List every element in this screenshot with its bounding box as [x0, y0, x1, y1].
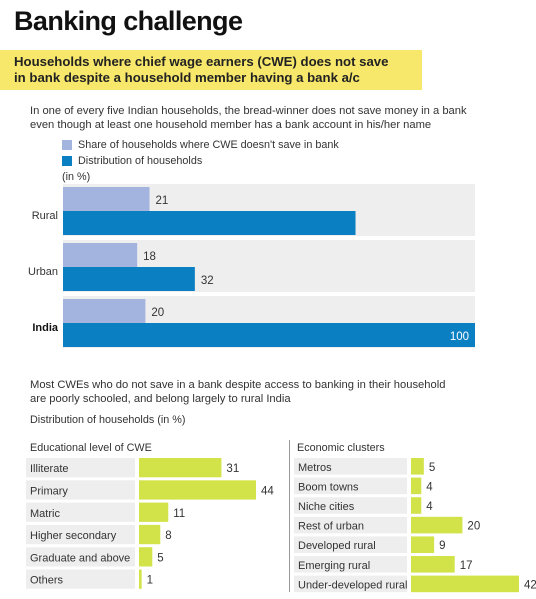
- intro-line-2: even though at least one household membe…: [30, 119, 432, 131]
- category-band: [294, 497, 407, 514]
- education-chart-title: Educational level of CWE: [30, 442, 152, 454]
- legend-swatch-distribution: [62, 156, 72, 166]
- category-label: Urban: [28, 266, 58, 278]
- category-band: [26, 480, 135, 500]
- category-label: Under-developed rural: [298, 579, 407, 591]
- category-label: Developed rural: [298, 540, 376, 552]
- data-label: 20: [151, 307, 164, 319]
- category-band: [26, 502, 135, 522]
- data-label: 5: [157, 552, 163, 564]
- bar: [139, 480, 256, 500]
- category-label: Others: [30, 575, 64, 587]
- category-label: Graduate and above: [30, 552, 130, 564]
- category-label: Rural: [32, 210, 58, 222]
- category-band: [294, 575, 407, 593]
- category-label: Boom towns: [298, 481, 359, 493]
- subtitle-line-1: Households where chief wage earners (CWE…: [14, 54, 389, 69]
- category-band: [294, 516, 407, 534]
- legend-swatch-share: [62, 140, 72, 150]
- category-label: Higher secondary: [30, 530, 117, 542]
- unit-label-bottom: Distribution of households (in %): [30, 414, 186, 426]
- bar: [411, 536, 435, 553]
- category-band: [26, 547, 135, 567]
- bar: [139, 547, 153, 567]
- category-band: [26, 569, 135, 589]
- category-label: Emerging rural: [298, 560, 370, 572]
- intro2-line-2: are poorly schooled, and belong largely …: [30, 393, 291, 405]
- bar: [63, 267, 195, 291]
- data-label: 11: [173, 508, 185, 520]
- intro-line-1: In one of every five Indian households, …: [30, 105, 467, 117]
- category-label: Primary: [30, 485, 68, 497]
- category-label: Matric: [30, 508, 60, 520]
- bar: [139, 502, 169, 522]
- category-band: [26, 524, 135, 545]
- bar: [139, 524, 161, 545]
- category-label: Illiterate: [30, 463, 69, 475]
- data-label: 18: [143, 251, 156, 263]
- data-label: 1: [147, 575, 153, 587]
- category-label: Niche cities: [298, 501, 355, 513]
- bar: [63, 211, 356, 235]
- column-divider: [289, 440, 290, 592]
- data-label: 21: [156, 195, 169, 207]
- bar: [63, 323, 475, 347]
- legend-item-share: Share of households where CWE doesn't sa…: [62, 139, 339, 151]
- bar: [411, 575, 519, 593]
- bar: [411, 477, 422, 495]
- data-label: 5: [429, 462, 435, 474]
- intro2-line-1: Most CWEs who do not save in a bank desp…: [30, 379, 446, 391]
- subtitle-line-2: in bank despite a household member havin…: [14, 70, 360, 85]
- top-bar-chart: Rural 21 Urban 18 32 India 20 100: [28, 184, 475, 348]
- category-band: [294, 477, 407, 495]
- legend-item-distribution: Distribution of households: [62, 155, 202, 167]
- intro-text: In one of every five Indian households, …: [30, 104, 530, 132]
- legend-label-share: Share of households where CWE doesn't sa…: [78, 139, 339, 151]
- page-title: Banking challenge: [14, 6, 243, 36]
- bar: [411, 556, 455, 573]
- legend-label-distribution: Distribution of households: [78, 155, 203, 167]
- data-label: 4: [426, 481, 433, 493]
- bar: [63, 299, 146, 323]
- data-label: 8: [165, 530, 171, 542]
- category-band: [26, 458, 135, 478]
- bar: [411, 516, 463, 534]
- bar: [139, 569, 142, 589]
- category-band: [294, 556, 407, 573]
- category-label: Metros: [298, 462, 332, 474]
- bar: [411, 458, 424, 475]
- education-bar-chart: Illiterate 31 Primary 44 Matric 11 Higher seco…: [26, 458, 274, 589]
- data-label: 9: [439, 540, 445, 552]
- data-label: 20: [467, 521, 480, 533]
- data-label: 4: [426, 501, 433, 513]
- data-label: 100: [450, 331, 469, 343]
- data-label: 31: [226, 463, 239, 475]
- category-band: [294, 458, 407, 475]
- bar: [63, 187, 150, 211]
- clusters-chart-title: Economic clusters: [297, 442, 385, 454]
- clusters-bar-chart: Metros 5 Boom towns 4 Niche cities 4 Rest of u…: [294, 458, 536, 593]
- bar: [411, 497, 422, 514]
- data-label: 42: [524, 579, 536, 591]
- bar: [139, 458, 222, 478]
- category-band: [294, 536, 407, 553]
- bar: [63, 243, 138, 267]
- data-label: 44: [261, 485, 274, 497]
- subtitle-banner: Households where chief wage earners (CWE…: [0, 50, 422, 90]
- data-label: 17: [460, 560, 473, 572]
- category-label: Rest of urban: [298, 521, 364, 533]
- unit-label-top: (in %): [62, 171, 91, 183]
- data-label: 32: [201, 275, 214, 287]
- category-label: India: [32, 322, 59, 334]
- intro-text-2: Most CWEs who do not save in a bank desp…: [30, 378, 530, 406]
